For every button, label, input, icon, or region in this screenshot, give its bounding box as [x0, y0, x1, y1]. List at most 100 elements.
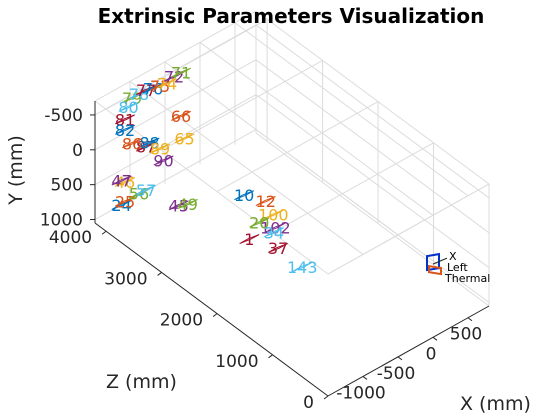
pattern-id-label: 74	[157, 74, 177, 93]
x-tick-label: -500	[377, 364, 416, 384]
pattern-id-label: 20	[249, 214, 269, 233]
grid-line-x	[199, 41, 434, 216]
pattern-plane	[118, 101, 139, 112]
pattern-plane	[249, 217, 270, 228]
x-tick-mark	[467, 317, 473, 322]
tick-labels: -1000-500050001000200030004000-500050010…	[40, 106, 482, 413]
pattern-id-label: 65	[174, 129, 194, 148]
pattern-plane	[115, 114, 136, 125]
z-tick-label: 1000	[215, 352, 258, 372]
pattern-id-label: 34	[264, 223, 284, 242]
y-tick-label: 1000	[40, 211, 83, 231]
pattern-plane	[171, 67, 192, 78]
grid-line-y	[255, 24, 490, 199]
camera-second-body	[428, 264, 442, 276]
pattern-plane	[136, 141, 157, 152]
x-tick-label: -1000	[336, 383, 385, 403]
z-tick-label: 2000	[160, 311, 203, 331]
box-edge	[255, 132, 490, 307]
pattern-id-label: 90	[153, 152, 173, 171]
grid-line-z	[105, 18, 268, 110]
grid-line-y	[255, 129, 490, 303]
x-tick-mark	[397, 356, 403, 361]
pattern-id-label: 37	[268, 239, 288, 258]
box-edge	[255, 10, 490, 185]
pattern-plane	[268, 242, 288, 253]
pattern-id-label: 143	[287, 258, 318, 277]
pattern-id-label: 49	[178, 195, 198, 214]
z-tick-mark	[101, 230, 107, 235]
grid-line-x	[129, 81, 364, 255]
x-tick-mark	[432, 336, 438, 341]
pattern-id-label: 57	[136, 181, 156, 200]
grid-line-y	[94, 94, 257, 186]
x-tick-label: 0	[426, 344, 437, 364]
pattern-plane	[136, 184, 157, 195]
x-tick-mark	[362, 376, 368, 380]
z-tick-label: 0	[303, 393, 314, 413]
pattern-plane	[115, 177, 136, 188]
y-tick-label: 0	[72, 141, 83, 161]
pattern-plane	[255, 196, 276, 206]
pattern-plane	[153, 155, 174, 166]
pattern-id-label: 102	[260, 219, 291, 238]
grid-lines	[94, 18, 490, 306]
axis-lines	[94, 101, 490, 397]
pattern-plane	[263, 227, 284, 238]
z-axis-label: Z (mm)	[106, 371, 177, 393]
pattern-id-label: 46	[115, 173, 135, 192]
pattern-id-label: 45	[169, 196, 189, 215]
z-tick-mark	[323, 395, 329, 400]
y-tick-label: 500	[51, 176, 83, 196]
y-axis-label: Y (mm)	[5, 135, 27, 206]
z-tick-mark	[268, 354, 273, 359]
pattern-plane	[111, 175, 132, 186]
pattern-id-label: 86	[122, 134, 142, 153]
z-tick-mark	[157, 272, 162, 276]
pattern-id-label: 81	[115, 110, 135, 129]
z-tick-label: 4000	[49, 228, 92, 248]
pattern-plane	[239, 234, 260, 244]
pattern-id-label: 77	[136, 81, 156, 100]
chart-title: Extrinsic Parameters Visualization	[98, 4, 485, 28]
pattern-id-label: 80	[118, 98, 138, 117]
pattern-plane	[111, 199, 132, 210]
pattern-plane	[265, 222, 286, 233]
pattern-id-label: 71	[171, 64, 191, 83]
pattern-plane	[157, 78, 178, 89]
box-edge	[94, 100, 329, 275]
camera-x-arrow	[432, 257, 448, 265]
pattern-plane	[139, 137, 160, 148]
pattern-plane	[168, 200, 189, 211]
grid-line-y	[255, 94, 490, 269]
grid-line-x	[234, 22, 469, 197]
box-edge	[94, 10, 257, 102]
pattern-plane	[122, 138, 143, 149]
pattern-plane	[234, 190, 255, 201]
x-axis-line	[327, 305, 490, 397]
camera-thermal-label: Thermal	[444, 272, 490, 285]
z-tick-label: 3000	[104, 269, 147, 289]
pattern-plane	[115, 196, 136, 207]
pattern-id-label: 12	[256, 192, 276, 211]
z-axis-line	[94, 222, 329, 397]
grid-line-z	[272, 142, 434, 234]
grid-line-y	[255, 59, 490, 234]
pattern-id-label: 66	[171, 107, 191, 126]
grid-line-z	[161, 59, 323, 151]
pattern-plane	[171, 110, 192, 121]
pattern-id-label: 82	[115, 121, 135, 140]
pattern-id-label: 47	[111, 172, 131, 191]
camera-x-label: X	[449, 250, 457, 263]
pattern-id-label: 10	[234, 186, 254, 205]
pattern-id-label: 89	[150, 140, 170, 159]
x-tick-label: 500	[450, 325, 482, 345]
camera-left-label: Left	[447, 261, 468, 274]
pattern-plane	[292, 262, 313, 272]
pattern-plane	[174, 133, 195, 144]
pattern-id-label: 88	[139, 134, 159, 153]
pattern-plane	[263, 209, 284, 220]
